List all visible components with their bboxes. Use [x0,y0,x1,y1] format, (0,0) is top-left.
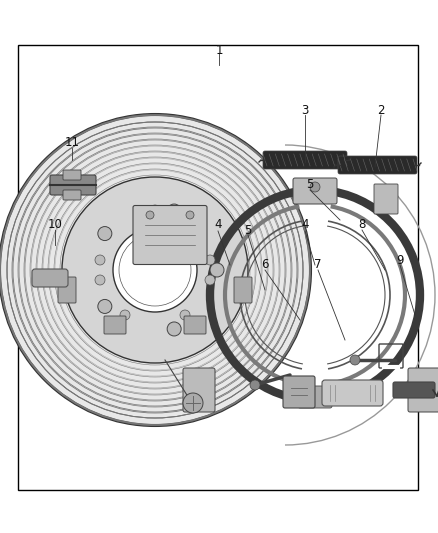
Circle shape [95,255,105,265]
Text: 11: 11 [64,136,80,149]
FancyBboxPatch shape [32,269,68,287]
Circle shape [113,228,197,312]
FancyBboxPatch shape [104,316,126,334]
Circle shape [205,255,215,265]
Text: 10: 10 [48,219,63,231]
Text: 5: 5 [306,179,314,191]
FancyBboxPatch shape [58,277,76,303]
Text: 3: 3 [301,103,309,117]
Text: 7: 7 [314,259,322,271]
FancyBboxPatch shape [63,170,81,180]
Circle shape [180,310,190,320]
Circle shape [167,204,181,218]
FancyBboxPatch shape [263,151,347,169]
FancyBboxPatch shape [283,376,315,408]
Circle shape [98,227,112,240]
FancyBboxPatch shape [183,368,215,412]
Text: 2: 2 [377,103,385,117]
FancyBboxPatch shape [322,380,383,406]
Circle shape [183,393,203,413]
Text: 1: 1 [215,44,223,56]
Circle shape [120,310,130,320]
FancyBboxPatch shape [393,382,435,398]
FancyBboxPatch shape [408,368,438,412]
Circle shape [95,275,105,285]
Text: 5: 5 [244,223,252,237]
Circle shape [62,177,248,363]
FancyBboxPatch shape [298,386,332,408]
Circle shape [250,380,260,390]
Circle shape [98,300,112,313]
Circle shape [350,355,360,365]
Circle shape [210,263,224,277]
Circle shape [146,211,154,219]
Circle shape [150,205,160,215]
FancyBboxPatch shape [50,175,96,195]
Text: 6: 6 [261,259,269,271]
Text: 4: 4 [214,219,222,231]
FancyBboxPatch shape [293,178,337,204]
FancyBboxPatch shape [133,206,207,264]
Text: 8: 8 [358,219,366,231]
FancyBboxPatch shape [374,184,398,214]
FancyBboxPatch shape [63,190,81,200]
Circle shape [186,211,194,219]
FancyBboxPatch shape [184,316,206,334]
Circle shape [167,322,181,336]
FancyBboxPatch shape [234,277,252,303]
Text: 4: 4 [301,219,309,231]
Circle shape [205,275,215,285]
FancyBboxPatch shape [338,156,417,174]
Circle shape [310,182,320,192]
Circle shape [0,114,311,426]
Bar [18,45,418,490]
Text: 9: 9 [396,254,404,266]
